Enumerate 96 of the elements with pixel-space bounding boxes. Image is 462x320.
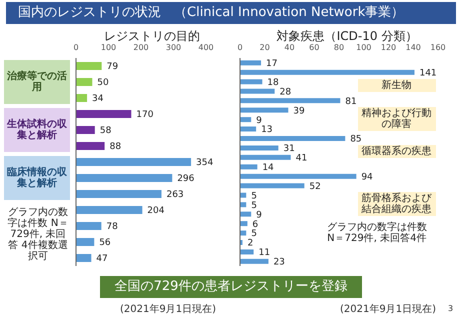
- chart-title: レジストリの目的: [103, 28, 201, 44]
- x-tick-label: 160: [430, 43, 446, 52]
- bar: [240, 258, 268, 264]
- data-label: 17: [266, 59, 278, 70]
- data-label: 39: [293, 106, 305, 116]
- text: グラフ内の数字は件数 N＝729件, 未回答 4件複数選択可: [4, 206, 72, 263]
- callout-box: 新生物: [358, 78, 436, 92]
- annotation: グラフ内の数字は件数 N＝729件, 未回答4件: [324, 220, 430, 245]
- data-label: 5: [251, 200, 257, 211]
- x-tick-label: 100: [356, 43, 372, 52]
- callout-box: 精神および行動の障害: [358, 107, 436, 132]
- bar: [76, 206, 142, 214]
- data-label: 78: [106, 222, 118, 232]
- bar: [240, 98, 340, 104]
- bar: [240, 145, 278, 150]
- data-label: 50: [97, 78, 109, 88]
- data-label: 13: [261, 125, 273, 136]
- data-label: 52: [309, 182, 321, 192]
- x-tick-label: 200: [133, 43, 149, 52]
- data-label: 88: [110, 142, 122, 152]
- bar: [240, 174, 356, 179]
- bar: [240, 212, 252, 217]
- data-label: 204: [147, 206, 165, 216]
- data-label: 9: [256, 210, 262, 220]
- text: 全国の729件の患者レジストリーを登録: [100, 276, 362, 298]
- bar: [240, 221, 248, 226]
- data-label: 14: [262, 163, 274, 174]
- x-tick-label: 0: [237, 43, 243, 52]
- bar: [76, 142, 105, 150]
- data-label: 6: [252, 220, 258, 230]
- bar: [76, 110, 132, 118]
- x-tick-label: 0: [73, 43, 79, 52]
- bar: [76, 238, 94, 246]
- text: (2021年9月1日現在): [340, 303, 436, 316]
- x-tick-label: 80: [334, 43, 344, 52]
- data-label: 81: [345, 96, 357, 107]
- data-label: 31: [283, 144, 295, 154]
- data-label: 58: [100, 126, 112, 136]
- bar: [240, 60, 262, 66]
- bar: [240, 108, 288, 113]
- bar: [240, 79, 262, 84]
- text: 生体試料の収集と解析: [4, 108, 70, 152]
- x-tick-label: 20: [260, 43, 270, 52]
- data-label: 9: [256, 116, 262, 126]
- data-label: 5: [251, 191, 257, 202]
- data-label: 296: [177, 174, 195, 184]
- bar: [76, 174, 172, 182]
- bar: [240, 117, 252, 122]
- bar: [76, 222, 102, 230]
- data-label: 85: [350, 134, 362, 145]
- data-label: 141: [419, 68, 437, 79]
- bar: [240, 249, 254, 254]
- data-label: 34: [92, 94, 104, 104]
- text: 国内のレジストリの状況 （Clinical Innovation Network事業）: [6, 2, 456, 24]
- x-tick-label: 60: [309, 43, 320, 52]
- data-label: 79: [106, 62, 118, 72]
- data-label: 170: [136, 110, 154, 120]
- data-label: 18: [267, 78, 279, 88]
- bar: [76, 126, 95, 134]
- bar: [240, 126, 256, 132]
- bar: [76, 158, 192, 166]
- x-tick-label: 40: [284, 43, 295, 52]
- text: 治療等での活用: [4, 60, 70, 104]
- bar: [240, 136, 346, 141]
- bar: [240, 183, 304, 188]
- bar: [76, 62, 102, 70]
- bar: [240, 70, 414, 75]
- bar: [240, 154, 291, 160]
- data-label: 23: [273, 258, 285, 268]
- data-label: 5: [251, 229, 257, 240]
- data-label: 263: [166, 190, 184, 200]
- bar: [76, 190, 162, 198]
- bar: [240, 88, 275, 94]
- bar: [240, 164, 258, 170]
- bar: [76, 94, 88, 102]
- text: 3: [448, 304, 454, 313]
- x-tick-label: 400: [198, 43, 214, 52]
- data-label: 41: [296, 154, 308, 164]
- x-tick-label: 120: [380, 43, 396, 52]
- bar: [76, 78, 92, 86]
- x-tick-label: 300: [166, 43, 182, 52]
- data-label: 28: [280, 87, 292, 98]
- text: 臨床情報の収集と解析: [4, 156, 70, 200]
- data-label: 2: [247, 238, 254, 249]
- data-label: 11: [258, 248, 270, 258]
- callout-box: 循環器系の疾患: [358, 144, 436, 158]
- chart-title: 対象疾患（ICD-10 分類）: [276, 28, 418, 44]
- callout-box: 筋骨格系および結合組織の疾患: [358, 192, 436, 216]
- data-label: 47: [96, 254, 108, 264]
- x-tick-label: 140: [406, 43, 421, 52]
- data-label: 56: [99, 238, 111, 248]
- data-label: 94: [361, 172, 374, 183]
- x-tick-label: 100: [100, 43, 116, 52]
- bar: [76, 254, 92, 262]
- data-label: 354: [196, 158, 214, 168]
- text: (2021年9月1日現在): [120, 303, 216, 316]
